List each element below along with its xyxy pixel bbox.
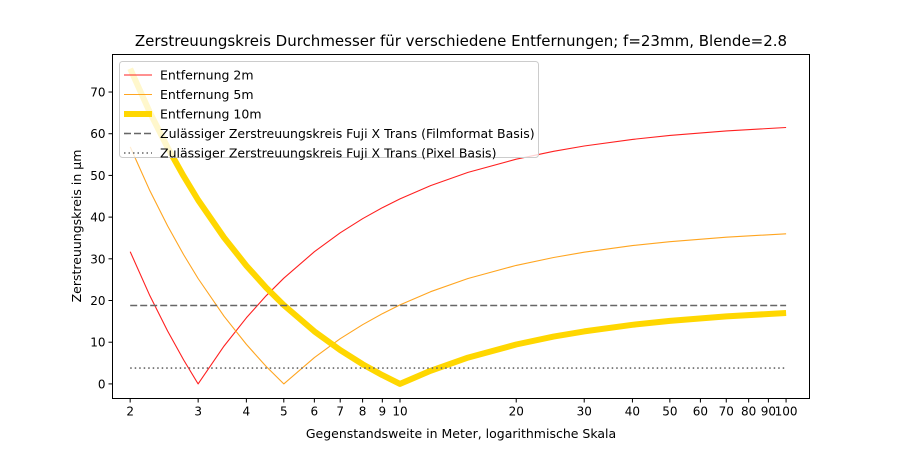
x-tick-label: 70 <box>719 405 734 419</box>
x-tick-label: 50 <box>662 405 677 419</box>
y-tick-label: 30 <box>90 252 105 266</box>
x-tick-label: 5 <box>280 405 288 419</box>
y-tick-label: 10 <box>90 336 105 350</box>
series-line-0 <box>129 126 787 385</box>
x-tick-label: 60 <box>693 405 708 419</box>
x-tick-label: 2 <box>126 405 134 419</box>
chart-title: Zerstreuungskreis Durchmesser für versch… <box>135 32 787 50</box>
legend-entry: Entfernung 2m <box>160 68 254 83</box>
x-axis-label: Gegenstandsweite in Meter, logarithmisch… <box>306 426 616 441</box>
x-tick-label: 6 <box>311 405 319 419</box>
x-tick-label: 100 <box>775 405 798 419</box>
x-tick-label: 80 <box>741 405 756 419</box>
x-tick-label: 30 <box>577 405 592 419</box>
x-tick-label: 8 <box>359 405 367 419</box>
y-tick-label: 70 <box>90 86 105 100</box>
legend-frame <box>119 61 539 158</box>
x-tick-label: 40 <box>625 405 640 419</box>
y-axis-label: Zerstreuungskreis in µm <box>69 150 84 303</box>
legend-entry: Zulässiger Zerstreuungskreis Fuji X Tran… <box>160 126 535 141</box>
y-tick-label: 40 <box>90 211 105 225</box>
y-tick-label: 0 <box>98 377 106 391</box>
series-line-1 <box>129 146 787 385</box>
legend-entry: Zulässiger Zerstreuungskreis Fuji X Tran… <box>160 146 496 161</box>
legend-entry: Entfernung 5m <box>160 87 254 102</box>
x-tick-label: 9 <box>379 405 387 419</box>
axes-frame <box>112 54 810 399</box>
series-line-2 <box>127 67 787 387</box>
y-axis: 0 10 20 30 40 50 60 70 <box>90 86 113 391</box>
x-tick-label: 3 <box>194 405 202 419</box>
y-tick-label: 60 <box>90 127 105 141</box>
y-tick-label: 50 <box>90 169 105 183</box>
x-tick-label: 4 <box>243 405 251 419</box>
plot-area <box>127 67 787 387</box>
x-tick-label: 90 <box>761 405 776 419</box>
legend: Entfernung 2m Entfernung 5m Entfernung 10m… <box>119 61 539 161</box>
x-tick-label: 20 <box>509 405 524 419</box>
legend-entry: Entfernung 10m <box>160 107 262 122</box>
x-tick-label: 10 <box>392 405 407 419</box>
x-tick-label: 7 <box>336 405 344 419</box>
y-tick-label: 20 <box>90 294 105 308</box>
